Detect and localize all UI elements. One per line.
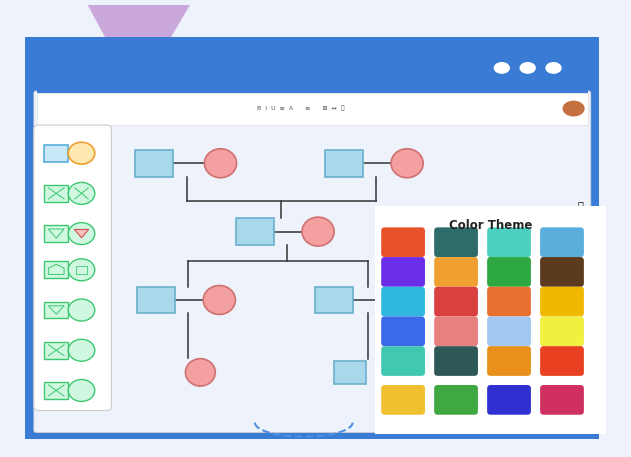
FancyBboxPatch shape bbox=[540, 316, 584, 346]
FancyBboxPatch shape bbox=[44, 261, 68, 278]
FancyBboxPatch shape bbox=[44, 302, 68, 319]
FancyBboxPatch shape bbox=[540, 227, 584, 257]
FancyBboxPatch shape bbox=[137, 287, 175, 313]
Polygon shape bbox=[74, 229, 89, 238]
Polygon shape bbox=[49, 229, 64, 238]
FancyBboxPatch shape bbox=[540, 385, 584, 415]
FancyBboxPatch shape bbox=[487, 257, 531, 287]
Ellipse shape bbox=[204, 149, 237, 178]
FancyBboxPatch shape bbox=[136, 150, 174, 176]
Ellipse shape bbox=[68, 142, 95, 164]
Polygon shape bbox=[49, 306, 64, 314]
FancyBboxPatch shape bbox=[434, 257, 478, 287]
FancyBboxPatch shape bbox=[236, 218, 274, 245]
Ellipse shape bbox=[68, 223, 95, 244]
FancyBboxPatch shape bbox=[44, 145, 68, 162]
FancyBboxPatch shape bbox=[369, 199, 613, 441]
FancyBboxPatch shape bbox=[434, 346, 478, 376]
FancyBboxPatch shape bbox=[34, 91, 591, 433]
Text: 🎨: 🎨 bbox=[577, 201, 584, 211]
FancyBboxPatch shape bbox=[487, 316, 531, 346]
Circle shape bbox=[546, 63, 561, 73]
FancyBboxPatch shape bbox=[540, 287, 584, 316]
FancyBboxPatch shape bbox=[487, 385, 531, 415]
Polygon shape bbox=[88, 5, 190, 96]
Bar bbox=[37, 45, 588, 93]
FancyBboxPatch shape bbox=[16, 31, 608, 445]
Circle shape bbox=[563, 101, 584, 116]
FancyBboxPatch shape bbox=[540, 257, 584, 287]
FancyBboxPatch shape bbox=[381, 227, 425, 257]
FancyBboxPatch shape bbox=[540, 346, 584, 376]
FancyBboxPatch shape bbox=[334, 361, 366, 383]
FancyBboxPatch shape bbox=[381, 346, 425, 376]
FancyBboxPatch shape bbox=[434, 287, 478, 316]
FancyBboxPatch shape bbox=[325, 150, 363, 176]
Ellipse shape bbox=[68, 182, 95, 204]
Ellipse shape bbox=[203, 286, 235, 314]
Ellipse shape bbox=[68, 259, 95, 281]
FancyBboxPatch shape bbox=[434, 227, 478, 257]
FancyBboxPatch shape bbox=[381, 385, 425, 415]
Ellipse shape bbox=[68, 299, 95, 321]
FancyBboxPatch shape bbox=[34, 125, 112, 410]
Ellipse shape bbox=[391, 149, 423, 178]
Bar bbox=[37, 93, 588, 125]
FancyBboxPatch shape bbox=[44, 185, 68, 202]
Polygon shape bbox=[49, 264, 64, 275]
Text: Color Theme: Color Theme bbox=[449, 218, 533, 232]
Ellipse shape bbox=[302, 217, 334, 246]
Circle shape bbox=[494, 63, 509, 73]
FancyBboxPatch shape bbox=[487, 227, 531, 257]
FancyBboxPatch shape bbox=[434, 385, 478, 415]
Ellipse shape bbox=[386, 286, 418, 314]
Ellipse shape bbox=[68, 379, 95, 401]
FancyBboxPatch shape bbox=[381, 316, 425, 346]
Text: 😊: 😊 bbox=[575, 249, 586, 259]
Ellipse shape bbox=[186, 359, 215, 386]
FancyBboxPatch shape bbox=[76, 266, 87, 274]
FancyBboxPatch shape bbox=[434, 316, 478, 346]
Ellipse shape bbox=[68, 339, 95, 361]
FancyBboxPatch shape bbox=[487, 287, 531, 316]
Circle shape bbox=[520, 63, 535, 73]
FancyBboxPatch shape bbox=[381, 257, 425, 287]
FancyBboxPatch shape bbox=[44, 225, 68, 242]
FancyBboxPatch shape bbox=[44, 382, 68, 399]
FancyBboxPatch shape bbox=[44, 342, 68, 359]
Text: B  I  U  ≡  A      ≡      ⊞  ↔  🔒: B I U ≡ A ≡ ⊞ ↔ 🔒 bbox=[257, 106, 345, 112]
FancyBboxPatch shape bbox=[487, 346, 531, 376]
FancyBboxPatch shape bbox=[381, 287, 425, 316]
FancyBboxPatch shape bbox=[316, 287, 353, 313]
